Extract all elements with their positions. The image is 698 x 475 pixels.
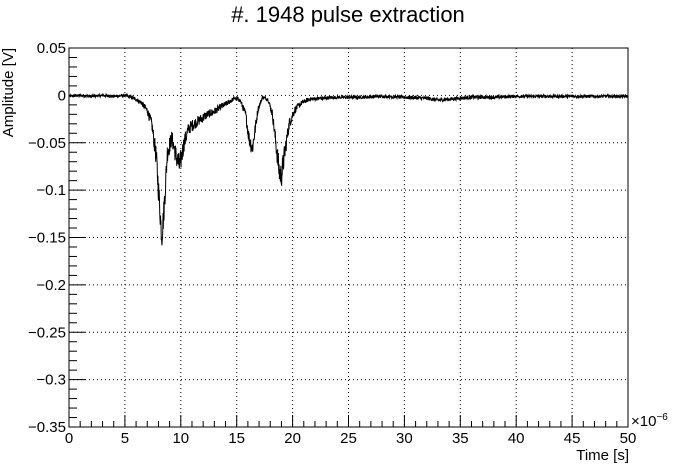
- x-tick-label: 15: [228, 430, 245, 447]
- y-tick-label: −0.35: [28, 419, 66, 436]
- y-tick-label: −0.05: [28, 135, 66, 152]
- y-tick-label: 0.05: [37, 40, 66, 57]
- x-tick-label: 35: [452, 430, 469, 447]
- trace: [68, 92, 629, 246]
- x-axis-title: Time [s]: [576, 447, 629, 464]
- x-tick-label: 50: [620, 430, 637, 447]
- y-tick-label: 0: [58, 87, 66, 104]
- y-tick-label: −0.1: [36, 182, 66, 199]
- series-line: [68, 92, 629, 246]
- y-tick-label: −0.25: [28, 324, 66, 341]
- x-tick-label: 20: [284, 430, 301, 447]
- x-tick-label: 25: [340, 430, 357, 447]
- x-tick-label: 5: [121, 430, 129, 447]
- x-tick-label: 0: [65, 430, 73, 447]
- x-tick-label: 10: [172, 430, 189, 447]
- x-tick-label: 45: [564, 430, 581, 447]
- y-tick-label: −0.15: [28, 230, 66, 247]
- y-tick-label: −0.3: [36, 372, 66, 389]
- x-tick-label: 30: [396, 430, 413, 447]
- x-axis-multiplier-exponent: −6: [656, 412, 668, 423]
- y-axis-title: Amplitude [V]: [0, 48, 17, 137]
- x-tick-label: 40: [508, 430, 525, 447]
- plot-frame: [68, 47, 629, 428]
- tick-labels: 0 5 10 15 20 25 30 35 40 45 50 0.05 0 −0.05 −0.1 −0.15 −…: [28, 40, 636, 447]
- chart-title: #. 1948 pulse extraction: [231, 2, 465, 27]
- y-tick-label: −0.2: [36, 277, 66, 294]
- x-axis-multiplier: ×10−6: [631, 412, 668, 430]
